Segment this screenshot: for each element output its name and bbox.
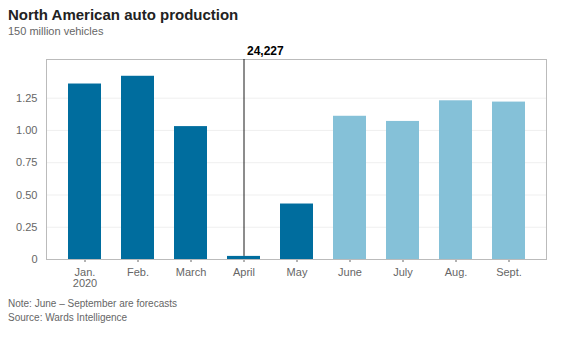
svg-text:0.25: 0.25	[16, 221, 37, 233]
html-text:150 million vehicles: 150 million vehicles	[8, 25, 104, 37]
svg-text:0: 0	[31, 253, 37, 265]
svg-text:July: July	[393, 266, 413, 278]
svg-text:Aug.: Aug.	[445, 266, 468, 278]
svg-text:24,227: 24,227	[247, 44, 284, 58]
svg-text:Jan.2020: Jan.2020	[73, 266, 97, 289]
html-text:Source: Wards Intelligence: Source: Wards Intelligence	[8, 312, 128, 323]
svg-text:1.25: 1.25	[16, 92, 37, 104]
svg-text:0.75: 0.75	[16, 156, 37, 168]
svg-text:Feb.: Feb.	[127, 266, 149, 278]
svg-text:Sept.: Sept.	[496, 266, 522, 278]
svg-text:1.00: 1.00	[16, 124, 37, 136]
svg-text:0.50: 0.50	[16, 189, 37, 201]
html-text:Note: June – September are for: Note: June – September are forecasts	[8, 298, 177, 309]
svg-text:May: May	[287, 266, 308, 278]
html-text:North American auto production: North American auto production	[8, 6, 239, 23]
svg-text:June: June	[338, 266, 362, 278]
svg-text:April: April	[233, 266, 255, 278]
svg-text:March: March	[176, 266, 207, 278]
